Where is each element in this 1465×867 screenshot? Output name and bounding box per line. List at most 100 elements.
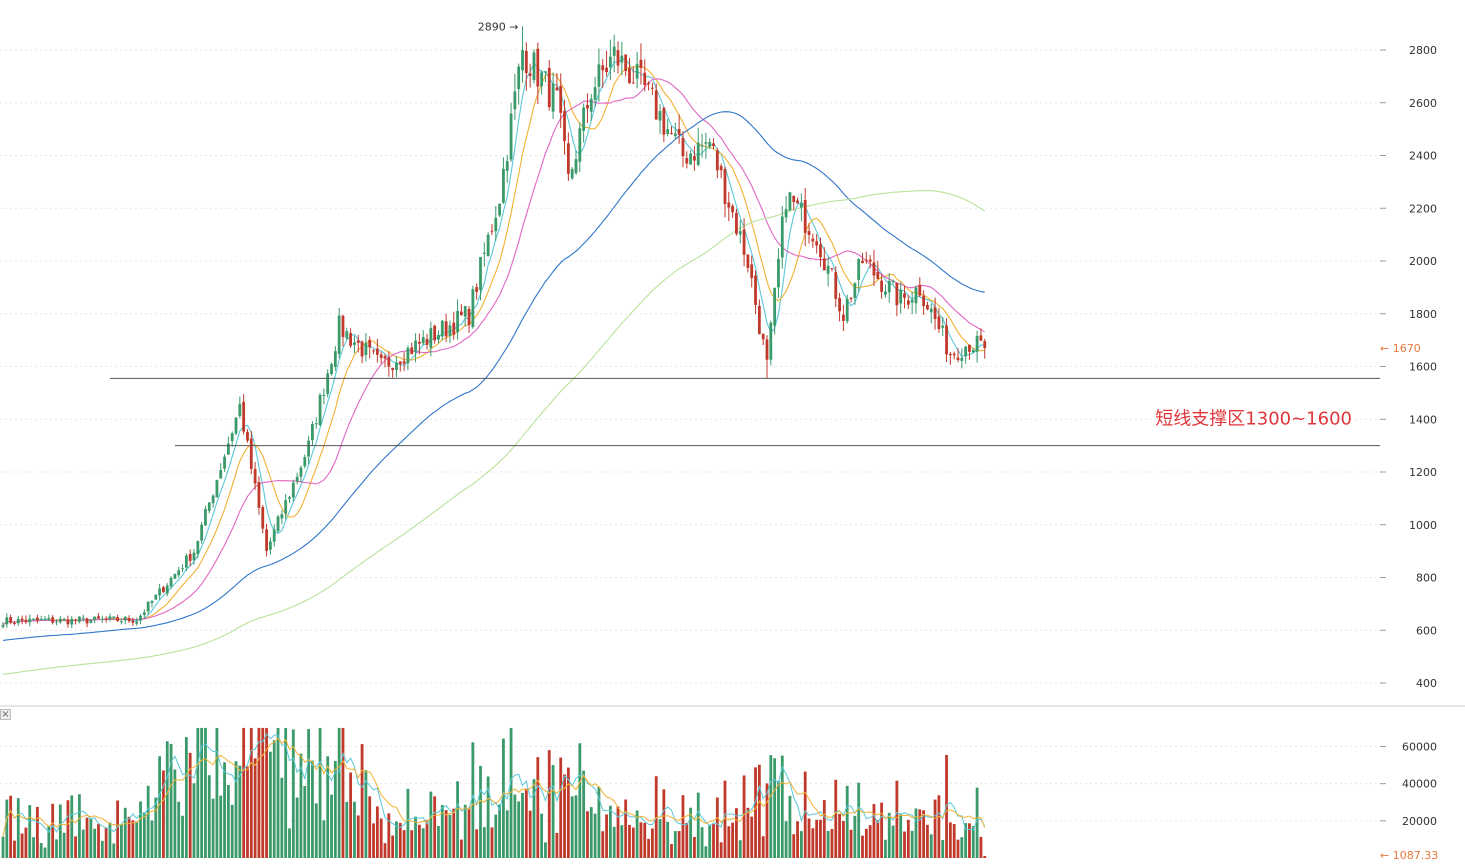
volume-bar [708, 824, 712, 858]
volume-bar [291, 729, 295, 858]
candle [842, 304, 845, 331]
volume-bar [242, 727, 246, 858]
candle [876, 260, 880, 280]
volume-bar [226, 785, 230, 858]
candle [845, 294, 849, 324]
volume-bar [78, 794, 81, 858]
candle [769, 320, 773, 366]
volume-bar [330, 794, 333, 858]
volume-bar [983, 855, 987, 858]
volume-bar [777, 780, 780, 858]
ma60-line [2, 111, 985, 641]
candlesticks [1, 26, 987, 629]
candle [387, 351, 391, 377]
volume-bar [918, 809, 922, 858]
candle [612, 34, 616, 73]
candle [81, 614, 85, 622]
volume-bar [471, 742, 475, 858]
candle [303, 454, 307, 469]
volume-bar [842, 821, 845, 858]
volume-bar [968, 823, 971, 858]
volume-bar [257, 727, 261, 858]
candle [131, 617, 135, 627]
volume-bar [540, 813, 544, 858]
volume-bar [16, 798, 20, 858]
close-icon[interactable]: × [0, 709, 11, 720]
volume-bar [32, 837, 35, 858]
volume-bar [872, 804, 876, 858]
price-grid [0, 49, 1380, 684]
volume-bar [845, 785, 849, 858]
candle [895, 282, 899, 317]
candle [341, 314, 345, 347]
candle [314, 417, 318, 429]
y-tick-label: 400 [1416, 677, 1437, 690]
volume-bar [425, 820, 429, 858]
y-tick-label: 60000 [1402, 741, 1437, 754]
candle [265, 523, 268, 557]
volume-bar [884, 839, 887, 858]
candle [219, 463, 223, 479]
volume-bar [444, 810, 448, 858]
candle [884, 284, 887, 298]
volume-bar [35, 806, 39, 858]
volume-bar [891, 825, 895, 858]
candle [215, 479, 219, 498]
candle [524, 42, 528, 91]
candle [238, 396, 242, 419]
volume-bar [544, 842, 547, 858]
candle [188, 549, 192, 567]
candle [383, 354, 387, 368]
candle [104, 616, 108, 623]
volume-bar [211, 798, 215, 858]
volume-bar [822, 800, 826, 858]
candle [555, 72, 559, 91]
volume-bar [780, 755, 784, 858]
volume-bar [796, 821, 799, 858]
volume-bar [234, 761, 238, 858]
candle [624, 54, 628, 77]
y-tick-label: 1600 [1409, 361, 1437, 374]
volume-bar [494, 814, 498, 858]
volume-bar [635, 810, 639, 858]
candle [276, 514, 280, 533]
candle [475, 283, 479, 300]
volume-bar [246, 766, 249, 858]
candle [861, 252, 864, 264]
candle [964, 345, 968, 364]
volume-bar [379, 818, 383, 858]
candle [658, 103, 662, 134]
volume-bar [658, 819, 662, 858]
candle [47, 614, 51, 622]
volume-bar [605, 814, 608, 858]
candle [582, 103, 586, 143]
candle [838, 292, 841, 322]
volume-bar [673, 831, 677, 858]
volume-bar [578, 743, 582, 858]
volume-bar [482, 827, 486, 858]
candle [108, 613, 112, 622]
volume-bar [704, 846, 708, 858]
candle [899, 281, 903, 314]
candle [165, 583, 169, 597]
candle [544, 71, 547, 83]
volume-bar [628, 824, 631, 858]
volume-bar [922, 810, 926, 858]
volume-bar [421, 828, 425, 858]
candle [681, 131, 685, 168]
candle [891, 279, 895, 285]
candle [513, 74, 517, 120]
volume-bar [66, 800, 70, 858]
volume-bar [551, 765, 555, 858]
volume-bar [956, 839, 960, 858]
candle [968, 344, 971, 360]
volume-bar [307, 729, 310, 858]
candle [914, 285, 918, 314]
candle [181, 564, 184, 573]
volume-bar [639, 822, 643, 858]
candle [586, 93, 589, 124]
candle [16, 615, 20, 626]
volume-bar [391, 835, 395, 858]
candle [318, 392, 322, 427]
